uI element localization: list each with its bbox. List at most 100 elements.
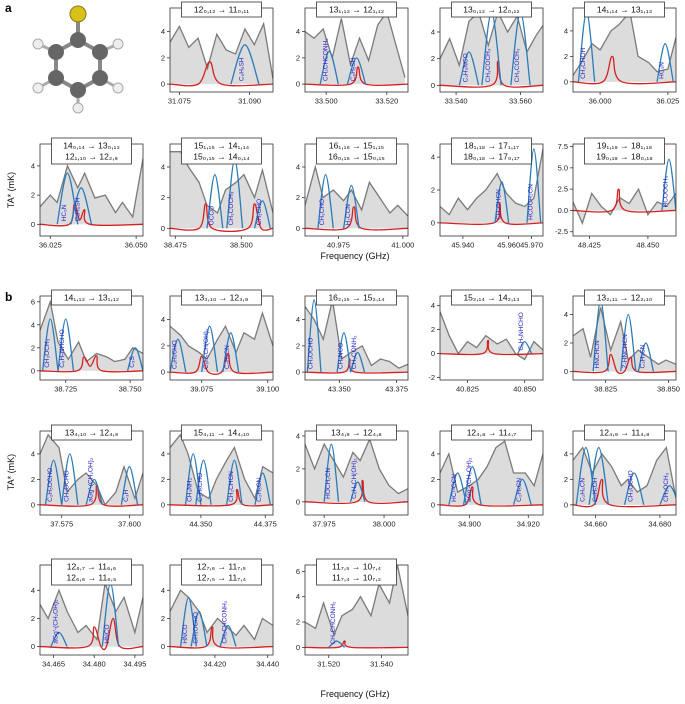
observed-spectrum (40, 580, 143, 642)
species-model (512, 478, 532, 506)
observed-spectrum (170, 310, 273, 361)
species-model (190, 610, 208, 647)
y-tick-label: 0 (431, 81, 435, 90)
observed-spectrum (40, 433, 143, 507)
y-tick-label: 2 (31, 343, 35, 352)
species-label: HCOOCH₃ (662, 176, 669, 208)
y-tick-label: 0.0 (558, 206, 568, 215)
plot-area: HNCHCN Z-HNCHCN C₂H₃CN (573, 299, 676, 375)
species-label: H₂CCN (345, 204, 352, 226)
panel: C₆H₅SH 31.075 31.090 0 2 4 12₀,₁₂ → 11₀,₁₁ (161, 1, 274, 106)
x-tick-label: 36.000 (589, 97, 612, 106)
x-tick-label: 37.575 (50, 520, 73, 529)
panel-title: 12₄,₉ → 11₄,₈ (599, 428, 650, 438)
y-tick-label: 2 (31, 475, 35, 484)
species-label: HNCHCN (594, 340, 601, 368)
panel-title: 13₀,₁₃ → 12₀,₁₂ (463, 5, 519, 15)
species-model (349, 481, 366, 503)
y-tick-label: 0 (161, 642, 165, 651)
title-box (584, 289, 665, 306)
plot-area: CH₃NH₂ C₂H₅CHO CH₂CHCN C₂H₅CN (170, 433, 273, 507)
x-tick-label: 34.420 (203, 660, 226, 669)
y-tick-label: 0 (431, 218, 435, 227)
x-tick-label: 34.680 (648, 520, 671, 529)
y-tick-label: 4 (31, 320, 35, 329)
x-tick-label: 31.540 (370, 660, 393, 669)
y-tick-label: 2 (564, 475, 568, 484)
y-tick-label: 2.5 (558, 185, 568, 194)
species-label: CH₃OCHO (628, 470, 635, 502)
y-tick-label: 2 (296, 618, 300, 627)
species-label: C₆H₅NHCHO (518, 312, 525, 350)
y-tick-label: 0 (31, 500, 35, 509)
total-model (170, 61, 273, 87)
total-model (40, 355, 143, 373)
species-label: C₆H₅NHCHO (59, 329, 66, 367)
x-tick-label: 41.000 (391, 241, 414, 250)
y-tick-label: 0 (564, 500, 568, 509)
panel: C₆H₅NHCHO 40.825 40.850 -2 0 2 4 15₂,₁₄ → 14₂,₁… (428, 289, 544, 394)
x-tick-label: 38.725 (54, 385, 77, 394)
observed-area (305, 439, 408, 502)
observed-spectrum (170, 21, 273, 79)
plot-area: CH₂CHCONH₂ (305, 565, 408, 649)
species-model (226, 459, 243, 505)
species-model (222, 332, 240, 373)
title-box (316, 424, 397, 441)
species-label: CH₃COCH₃ (514, 48, 521, 82)
plot-area: CH₃OCHO CH₃NCO CH₃CONH₂ (305, 299, 408, 374)
observed-area (305, 167, 408, 229)
y-tick-label: 4 (431, 449, 435, 458)
species-label: C₂H₅NCO (462, 53, 469, 82)
x-tick-label: 43.350 (328, 385, 351, 394)
species-label: Z-HNCHCN (622, 334, 629, 369)
total-model (305, 206, 408, 231)
panel-title: 12₀,₁₂ → 11₀,₁₁ (194, 5, 249, 15)
observed-area (170, 590, 273, 647)
plot-area: CH₂CHCN HCOCH₂CN (440, 148, 543, 225)
y-axis-label: TA* (mK) (6, 172, 16, 208)
x-tick-label: 37.600 (118, 520, 141, 529)
species-label: CH₃OCHO (63, 470, 70, 502)
species-label: HC¹³CCN (451, 474, 458, 502)
species-label: C₆H₅SH (238, 57, 245, 81)
species-label: C₃S (129, 355, 136, 367)
x-tick-label: 37.975 (313, 520, 336, 529)
species-model (637, 342, 655, 372)
species-label: CH₂CHCONH₂ (222, 600, 229, 643)
y-tick-label: 2 (431, 54, 435, 63)
species-label: C₂H₃CN (639, 344, 646, 368)
plot-area: HCOOCH₃ (573, 158, 676, 226)
panel-title: 11₇,₄ → 10₇,₃ (332, 573, 381, 583)
y-tick-label: 2 (296, 53, 300, 62)
observed-spectrum (170, 589, 273, 641)
species-label: CH₃OCH₃ (663, 472, 670, 501)
plot-area: HC₃N C₆H₅SH (40, 158, 143, 227)
species-label: C₂H₅CHO (197, 473, 204, 502)
observed-spectrum (40, 158, 143, 219)
species-model (254, 472, 272, 505)
plot-area: HC¹³CCN aGg′-(CH₂OH)₂ C₂H₅CN (440, 440, 543, 507)
species-label: OCCO (208, 206, 215, 226)
y-tick-label: 2 (31, 614, 35, 623)
x-tick-label: 38.750 (119, 385, 142, 394)
y-tick-label: 2 (431, 186, 435, 195)
panel-title: 12₆,₇ → 11₆,₆ (67, 562, 116, 572)
species-model (317, 174, 334, 229)
species-label: HCOCH₂CN (527, 184, 534, 220)
y-tick-label: 2 (296, 464, 300, 473)
x-tick-label: 48.450 (636, 241, 659, 250)
y-tick-label: 4 (564, 310, 568, 319)
y-tick-label: 0 (161, 500, 165, 509)
species-model (61, 453, 79, 505)
y-tick-label: 0 (31, 366, 35, 375)
species-label: C₆H₅CH(OH)₂ (351, 458, 358, 499)
y-tick-label: 2 (296, 341, 300, 350)
x-tick-label: 38.475 (164, 241, 187, 250)
title-box (451, 424, 532, 441)
species-model (494, 181, 510, 223)
x-tick-label: 33.560 (509, 97, 532, 106)
title-box (316, 1, 397, 18)
total-model (305, 66, 408, 87)
